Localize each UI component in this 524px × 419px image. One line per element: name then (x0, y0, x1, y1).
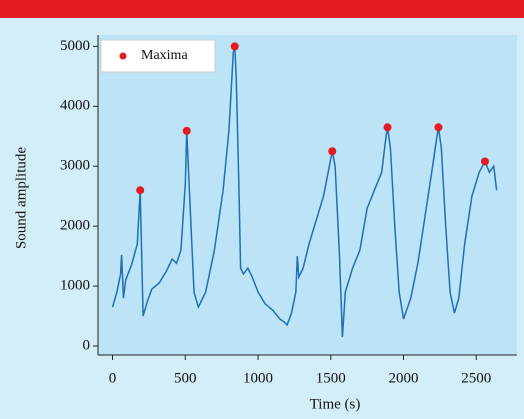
legend-box (100, 39, 216, 73)
maximum-point (182, 126, 191, 135)
y-tick-label: 1000 (60, 278, 90, 294)
data-line (111, 46, 498, 338)
y-tick-label: 4000 (60, 98, 90, 114)
maximum-point (383, 123, 392, 132)
x-tick-label: 1000 (243, 370, 273, 386)
maximum-point (136, 186, 145, 195)
x-axis-label: Time (s) (310, 396, 361, 412)
y-tick-label: 0 (83, 337, 91, 353)
plot-area (98, 35, 517, 355)
maximum-point (480, 157, 489, 166)
y-axis-label: Sound amplitude (13, 147, 29, 249)
y-tick-label: 2000 (60, 218, 90, 234)
y-tick-label: 3000 (60, 158, 90, 174)
x-tick-label: 0 (109, 370, 117, 386)
legend-label: Maxima (141, 48, 188, 63)
legend-marker (119, 52, 127, 60)
x-tick-label: 1500 (316, 370, 346, 386)
top-bar (0, 0, 524, 18)
x-tick-label: 2500 (461, 370, 491, 386)
y-tick-label: 5000 (60, 38, 90, 54)
maximum-point (230, 42, 239, 51)
maximum-point (434, 123, 443, 132)
maximum-point (328, 147, 337, 156)
x-tick-label: 500 (174, 370, 197, 386)
x-tick-label: 2000 (389, 370, 419, 386)
